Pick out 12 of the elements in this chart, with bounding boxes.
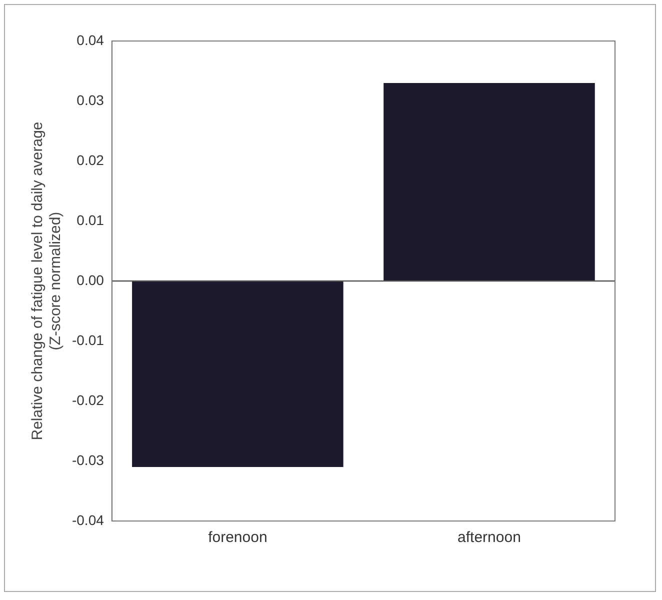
y-tick-label: -0.03: [72, 452, 104, 468]
y-axis-title: Relative change of fatigue level to daily average (Z-score normalized): [29, 122, 64, 440]
y-tick-label: 0.00: [76, 272, 104, 288]
x-tick-label: afternoon: [458, 529, 521, 546]
y-tick-label: -0.02: [72, 392, 104, 408]
y-tick-label: 0.02: [76, 152, 104, 168]
y-tick-label: -0.04: [72, 512, 104, 528]
y-tick-label: 0.04: [76, 32, 104, 48]
y-tick-label: -0.01: [72, 332, 104, 348]
y-tick-label: 0.01: [76, 212, 104, 228]
x-tick-label: forenoon: [208, 529, 268, 546]
y-tick-label: 0.03: [76, 92, 104, 108]
